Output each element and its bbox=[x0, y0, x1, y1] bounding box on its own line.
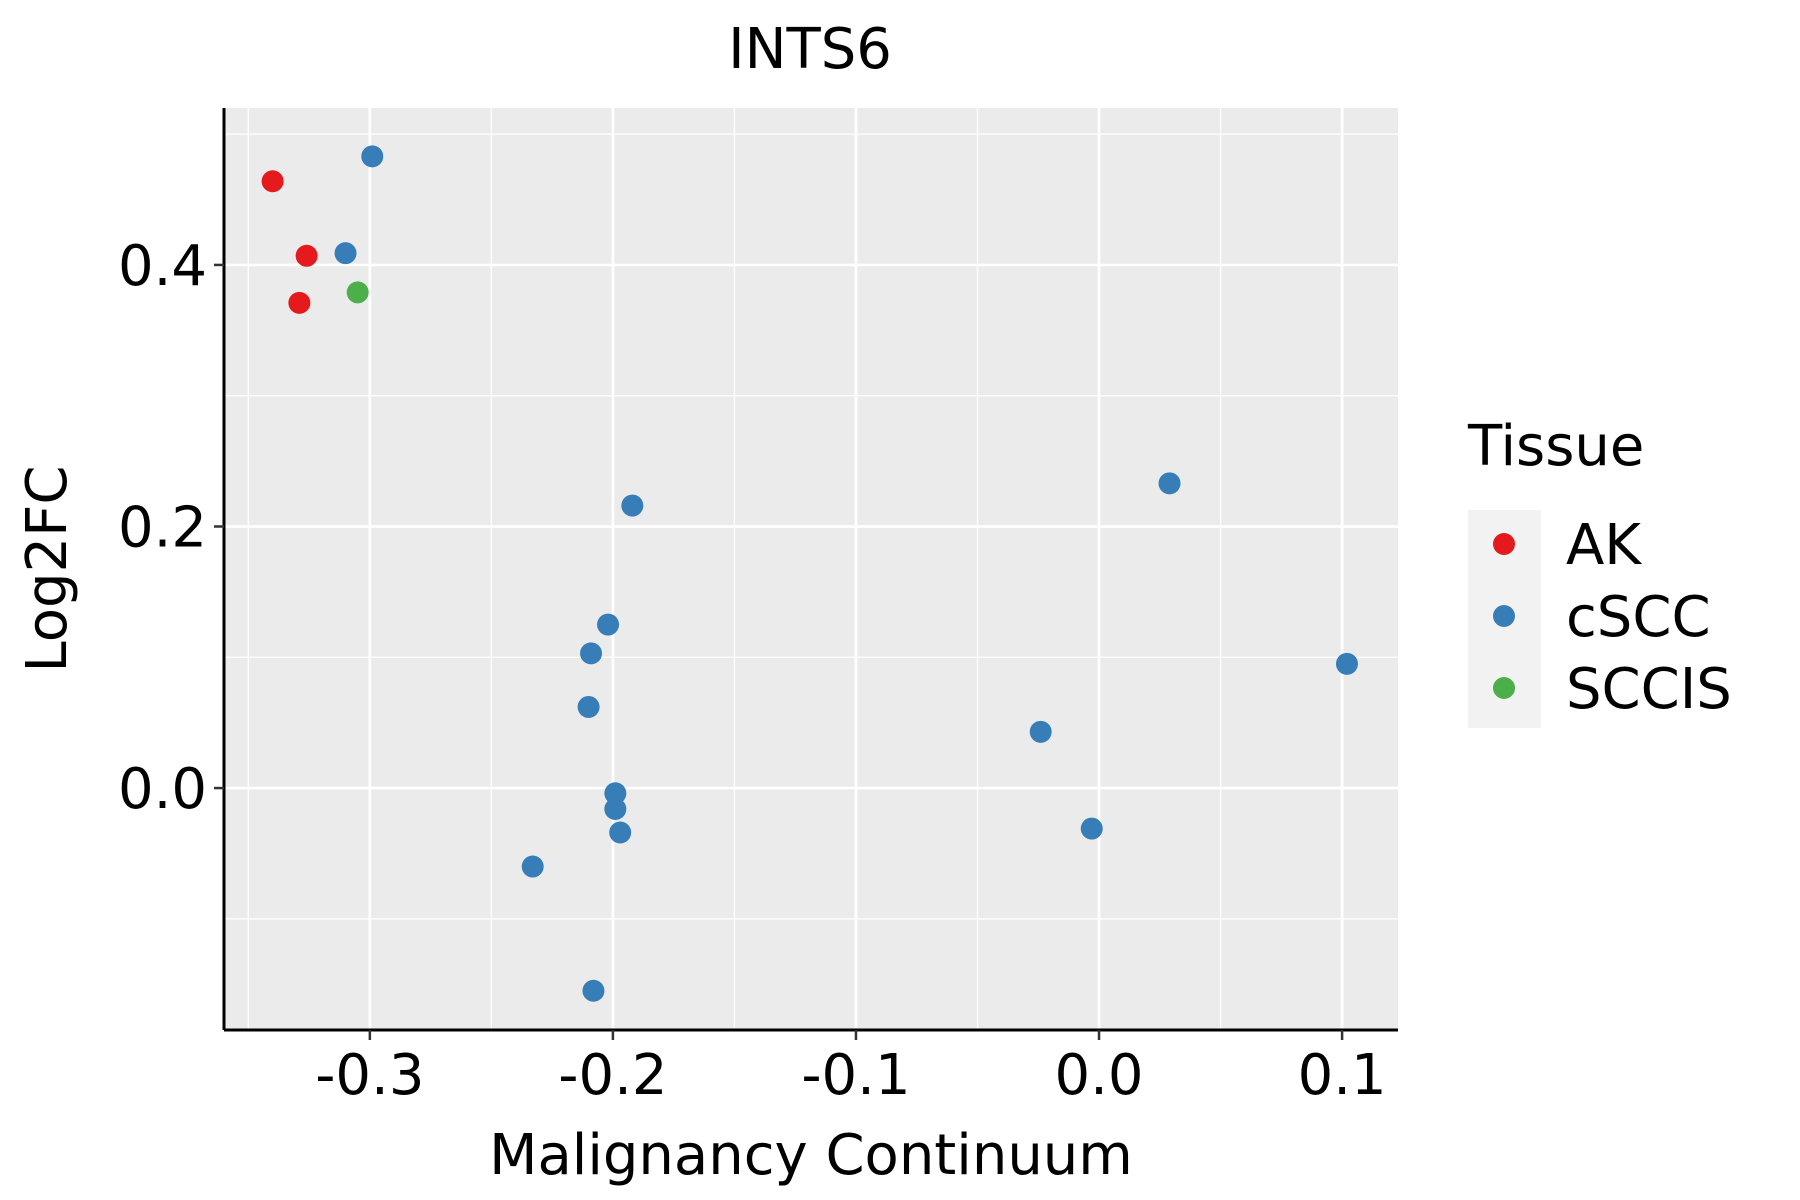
data-point-cscc bbox=[361, 145, 384, 168]
legend: Tissue AK cSCC SCCIS bbox=[1467, 414, 1732, 728]
legend-label-cscc: cSCC bbox=[1566, 585, 1711, 650]
y-tick-label: 0.2 bbox=[118, 495, 207, 560]
data-points bbox=[261, 145, 1358, 1002]
x-axis-ticks: -0.3 -0.2 -0.1 0.0 0.1 bbox=[315, 1030, 1387, 1108]
data-point-cscc bbox=[577, 695, 600, 718]
legend-key-cscc bbox=[1493, 605, 1515, 627]
plot-background bbox=[224, 108, 1398, 1030]
legend-label-ak: AK bbox=[1566, 513, 1642, 578]
data-point-cscc bbox=[582, 979, 605, 1002]
y-tick-label: 0.4 bbox=[118, 234, 207, 299]
data-point-cscc bbox=[604, 782, 627, 805]
data-point-cscc bbox=[597, 613, 620, 636]
data-point-ak bbox=[288, 291, 311, 314]
data-point-cscc bbox=[604, 797, 627, 820]
legend-label-sccis: SCCIS bbox=[1566, 657, 1732, 722]
data-point-cscc bbox=[521, 855, 544, 878]
data-point-cscc bbox=[580, 642, 603, 665]
data-point-cscc bbox=[609, 821, 632, 844]
data-point-cscc bbox=[1158, 472, 1181, 495]
x-axis-label: Malignancy Continuum bbox=[489, 1123, 1133, 1188]
plot-panel bbox=[224, 108, 1398, 1030]
y-axis-label: Log2FC bbox=[15, 466, 80, 673]
legend-entries: AK cSCC SCCIS bbox=[1493, 513, 1732, 722]
x-tick-label: -0.2 bbox=[558, 1043, 667, 1108]
chart-title: INTS6 bbox=[728, 17, 892, 82]
x-tick-label: -0.3 bbox=[315, 1043, 424, 1108]
y-axis-ticks: 0.0 0.2 0.4 bbox=[118, 234, 224, 822]
data-point-cscc bbox=[1029, 720, 1052, 743]
y-tick-label: 0.0 bbox=[118, 757, 207, 822]
data-point-sccis bbox=[346, 281, 369, 304]
data-point-ak bbox=[295, 244, 318, 267]
legend-key-ak bbox=[1493, 533, 1515, 555]
data-point-ak bbox=[261, 170, 284, 193]
minor-gridlines bbox=[224, 108, 1398, 1030]
data-point-cscc bbox=[1335, 652, 1358, 675]
x-tick-label: 0.0 bbox=[1054, 1043, 1143, 1108]
data-point-cscc bbox=[1080, 817, 1103, 840]
major-gridlines bbox=[224, 108, 1398, 1030]
x-tick-label: 0.1 bbox=[1298, 1043, 1387, 1108]
legend-key-sccis bbox=[1493, 677, 1515, 699]
x-tick-label: -0.1 bbox=[801, 1043, 910, 1108]
data-point-cscc bbox=[621, 494, 644, 517]
data-point-cscc bbox=[334, 242, 357, 265]
legend-title: Tissue bbox=[1467, 414, 1644, 479]
